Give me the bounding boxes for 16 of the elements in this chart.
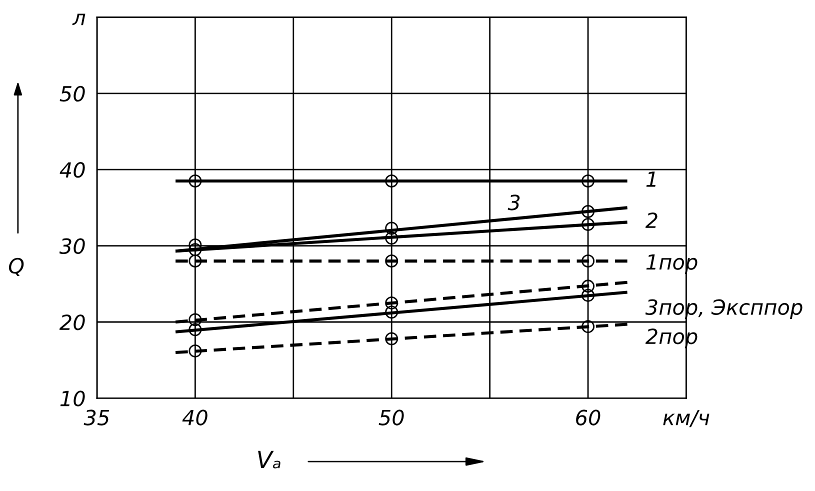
- y-tick-label: л: [72, 14, 86, 26]
- x-tick-label: 40: [182, 410, 208, 426]
- y-axis-title: Q: [8, 258, 24, 276]
- y-tick-label: 50: [60, 86, 85, 102]
- series-label: 2: [645, 212, 658, 228]
- x-tick-label: 50: [378, 410, 404, 426]
- y-tick-label: 20: [59, 314, 85, 330]
- y-tick-label: 30: [59, 238, 85, 254]
- series-label: 3: [508, 194, 520, 210]
- y-tick-label: 10: [60, 390, 85, 406]
- x-tick-label: 60: [576, 410, 600, 426]
- x-tick-label: км/ч: [663, 410, 710, 428]
- series-label: 1: [646, 172, 656, 187]
- x-axis-title: Vₐ: [258, 450, 280, 468]
- y-tick-label: 40: [60, 162, 85, 178]
- x-tick-label: 35: [84, 410, 110, 426]
